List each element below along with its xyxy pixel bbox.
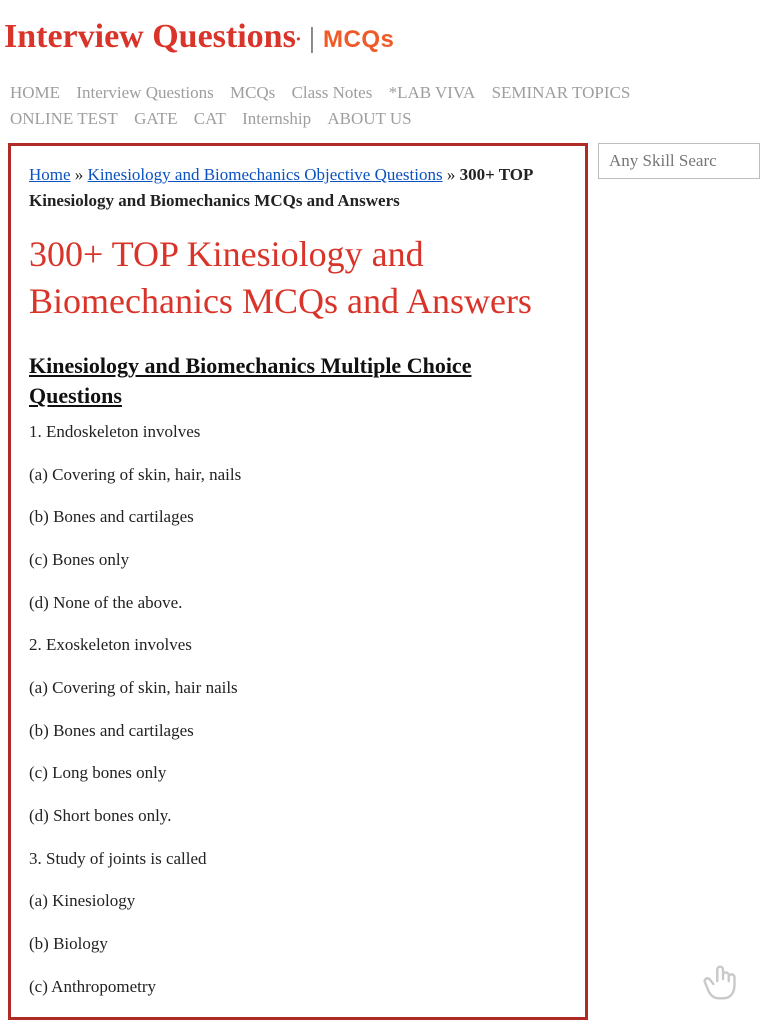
option-text: (a) Kinesiology bbox=[29, 889, 567, 914]
nav-home[interactable]: HOME bbox=[10, 80, 60, 106]
option-text: (d) Short bones only. bbox=[29, 804, 567, 829]
option-text: (a) Covering of skin, hair, nails bbox=[29, 463, 567, 488]
option-text: (a) Covering of skin, hair nails bbox=[29, 676, 567, 701]
search-input[interactable] bbox=[598, 143, 760, 179]
section-subtitle: Kinesiology and Biomechanics Multiple Ch… bbox=[29, 351, 567, 413]
option-text: (d) None of the above. bbox=[29, 591, 567, 616]
pointer-hand-icon[interactable] bbox=[700, 960, 746, 1006]
nav-cat[interactable]: CAT bbox=[194, 106, 226, 132]
nav-interview-questions[interactable]: Interview Questions bbox=[76, 80, 213, 106]
breadcrumb: Home » Kinesiology and Biomechanics Obje… bbox=[29, 162, 567, 213]
site-header: Interview Questions. | MCQs bbox=[0, 0, 768, 62]
nav-mcqs[interactable]: MCQs bbox=[230, 80, 275, 106]
article-container: Home » Kinesiology and Biomechanics Obje… bbox=[8, 143, 588, 1020]
logo-main[interactable]: Interview Questions bbox=[4, 18, 296, 55]
nav-online-test[interactable]: ONLINE TEST bbox=[10, 106, 118, 132]
question-text: 2. Exoskeleton involves bbox=[29, 633, 567, 658]
breadcrumb-sep: » bbox=[75, 165, 84, 184]
nav-class-notes[interactable]: Class Notes bbox=[292, 80, 373, 106]
option-text: (b) Bones and cartilages bbox=[29, 719, 567, 744]
breadcrumb-sep: » bbox=[447, 165, 456, 184]
option-text: (b) Biology bbox=[29, 932, 567, 957]
option-text: (c) Anthropometry bbox=[29, 975, 567, 1000]
nav-internship[interactable]: Internship bbox=[242, 106, 311, 132]
logo-dot: . bbox=[296, 24, 301, 46]
option-text: (b) Bones and cartilages bbox=[29, 505, 567, 530]
nav-seminar-topics[interactable]: SEMINAR TOPICS bbox=[492, 80, 631, 106]
page-title: 300+ TOP Kinesiology and Biomechanics MC… bbox=[29, 231, 567, 325]
breadcrumb-category[interactable]: Kinesiology and Biomechanics Objective Q… bbox=[88, 165, 443, 184]
nav-about-us[interactable]: ABOUT US bbox=[327, 106, 411, 132]
nav-lab-viva[interactable]: *LAB VIVA bbox=[389, 80, 476, 106]
question-body: 1. Endoskeleton involves (a) Covering of… bbox=[29, 420, 567, 999]
question-text: 3. Study of joints is called bbox=[29, 847, 567, 872]
sidebar bbox=[598, 143, 760, 179]
logo-sub[interactable]: MCQs bbox=[323, 26, 394, 53]
logo-pipe: | bbox=[309, 23, 315, 54]
question-text: 1. Endoskeleton involves bbox=[29, 420, 567, 445]
breadcrumb-home[interactable]: Home bbox=[29, 165, 71, 184]
option-text: (c) Bones only bbox=[29, 548, 567, 573]
primary-nav: HOME Interview Questions MCQs Class Note… bbox=[0, 62, 768, 137]
nav-gate[interactable]: GATE bbox=[134, 106, 177, 132]
option-text: (c) Long bones only bbox=[29, 761, 567, 786]
